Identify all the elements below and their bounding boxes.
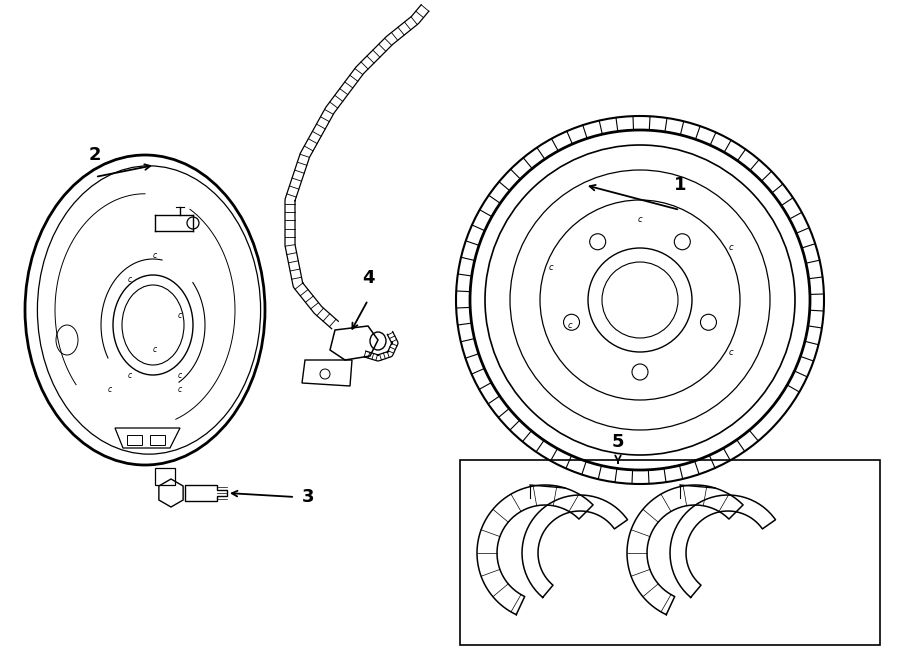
Text: c: c — [153, 251, 157, 260]
Text: 3: 3 — [302, 488, 314, 506]
Text: c: c — [178, 371, 182, 379]
Text: 4: 4 — [362, 269, 374, 287]
Text: 2: 2 — [89, 146, 101, 164]
Text: c: c — [638, 215, 643, 225]
Bar — [127, 435, 142, 445]
Text: c: c — [729, 243, 733, 252]
Text: c: c — [729, 348, 733, 357]
Text: c: c — [153, 346, 157, 354]
Text: c: c — [548, 263, 553, 272]
Bar — [460, 460, 880, 645]
Text: c: c — [178, 311, 182, 319]
Text: c: c — [108, 385, 112, 395]
Text: c: c — [567, 321, 572, 330]
Text: c: c — [178, 385, 182, 395]
Text: c: c — [128, 371, 132, 379]
Text: c: c — [128, 276, 132, 284]
Bar — [150, 435, 165, 445]
Text: 1: 1 — [674, 176, 686, 194]
Text: 5: 5 — [612, 433, 625, 451]
